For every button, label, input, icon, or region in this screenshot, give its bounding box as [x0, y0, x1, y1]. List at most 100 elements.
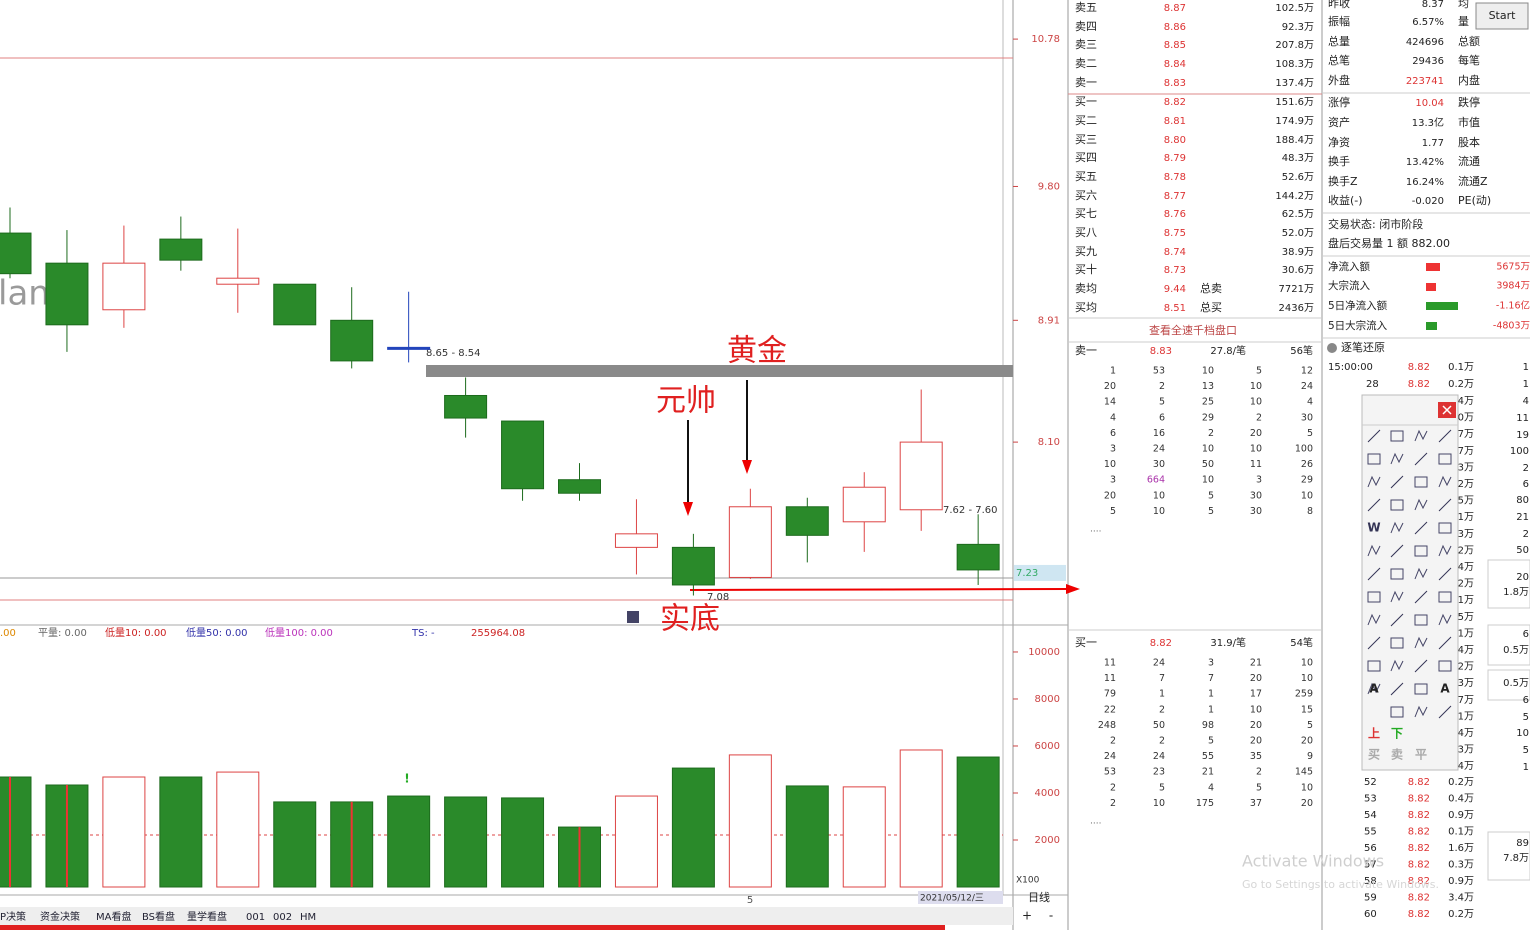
tool-icon[interactable] [1438, 498, 1452, 512]
tick-volume: 0.9万 [1448, 810, 1474, 821]
candle-body [899, 441, 943, 511]
avg-label: 卖均 [1075, 282, 1097, 295]
tool-icon[interactable] [1367, 567, 1381, 581]
tool-icon[interactable] [1390, 568, 1404, 580]
watermark: lan [0, 274, 50, 314]
tool-label[interactable]: A [1369, 682, 1379, 696]
tab[interactable]: P决策 [0, 910, 26, 923]
tool-label[interactable]: W [1367, 521, 1380, 535]
tool-icon[interactable] [1414, 545, 1428, 557]
tool-icon[interactable] [1438, 429, 1452, 443]
tool-icon[interactable] [1367, 475, 1381, 488]
queue-price: 8.83 [1150, 346, 1172, 357]
tool-icon[interactable] [1438, 453, 1452, 465]
tool-icon[interactable] [1367, 636, 1381, 650]
queue-cell: 23 [1153, 767, 1165, 778]
indicator-label: 平量: 0.00 [38, 627, 87, 639]
tool-icon[interactable] [1367, 613, 1381, 626]
tool-label[interactable]: 平 [1415, 748, 1427, 762]
tab[interactable]: 量学看盘 [187, 910, 227, 923]
tick-fragment: 1 [1523, 379, 1529, 390]
tool-icon[interactable] [1438, 567, 1452, 581]
volume-flag: ! [404, 772, 409, 786]
tool-label[interactable]: 买 [1368, 748, 1380, 762]
queue-cell: 10 [1202, 444, 1214, 455]
tool-icon[interactable] [1390, 590, 1404, 603]
tick-fragment: 1 [1523, 762, 1529, 773]
tool-icon[interactable] [1390, 659, 1404, 672]
queue-cell: 2 [1256, 767, 1262, 778]
tool-icon[interactable] [1367, 682, 1381, 695]
tool-icon[interactable] [1414, 683, 1428, 695]
tool-icon[interactable] [1438, 544, 1452, 557]
tool-icon[interactable] [1367, 498, 1381, 512]
tool-icon[interactable] [1438, 613, 1452, 626]
zoom-button[interactable]: - [1049, 909, 1053, 923]
tool-icon[interactable] [1390, 499, 1404, 511]
start-button[interactable] [1475, 2, 1529, 30]
tool-icon[interactable] [1414, 429, 1428, 442]
tool-icon[interactable] [1414, 452, 1428, 466]
tool-icon[interactable] [1390, 452, 1404, 465]
queue-cell: 10 [1250, 381, 1262, 392]
tool-icon[interactable] [1390, 637, 1404, 649]
avg-price: 9.44 [1164, 284, 1186, 295]
zoom-button[interactable]: + [1022, 909, 1032, 923]
tool-icon[interactable] [1414, 590, 1428, 604]
tick-volume: 1万 [1458, 628, 1474, 639]
tool-icon[interactable] [1438, 591, 1452, 603]
tool-icon[interactable] [1438, 522, 1452, 534]
tool-icon[interactable] [1367, 429, 1381, 443]
queue-cell: 79 [1104, 689, 1116, 700]
queue-cell: 259 [1295, 689, 1313, 700]
tool-label[interactable]: 下 [1391, 727, 1403, 741]
level-label: 买十 [1075, 262, 1097, 276]
tab[interactable]: MA看盘 [96, 910, 131, 923]
start-button-label[interactable]: Start [1489, 9, 1517, 22]
tool-icon[interactable] [1390, 430, 1404, 442]
stat-value: 424696 [1406, 37, 1444, 48]
tool-icon[interactable] [1414, 521, 1428, 535]
level-price: 8.81 [1164, 116, 1186, 127]
tool-icon[interactable] [1390, 706, 1404, 718]
tab[interactable]: HM [300, 912, 316, 923]
tool-icon[interactable] [1367, 591, 1381, 603]
tab[interactable]: 资金决策 [40, 910, 80, 923]
tool-icon[interactable] [1390, 475, 1404, 489]
after-hours: 盘后交易量 1 额 882.00 [1328, 236, 1450, 250]
indicator-label: .00 [0, 628, 16, 639]
tool-icon[interactable] [1390, 682, 1404, 696]
tool-icon[interactable] [1438, 705, 1452, 719]
tool-icon[interactable] [1414, 659, 1428, 673]
tool-icon[interactable] [1414, 476, 1428, 488]
tool-icon[interactable] [1414, 614, 1428, 626]
tool-icon[interactable] [1390, 521, 1404, 534]
indicator-label: TS: - [411, 628, 435, 639]
stat-value: 13.42% [1406, 157, 1444, 168]
tool-icon[interactable] [1414, 498, 1428, 511]
tool-icon[interactable] [1438, 636, 1452, 650]
tab[interactable]: 001 [246, 912, 265, 923]
tool-icon[interactable] [1367, 544, 1381, 557]
tool-icon[interactable] [1367, 453, 1381, 465]
level-volume: 52.0万 [1282, 228, 1314, 239]
tick-volume: 4万 [1458, 562, 1474, 573]
tool-icon[interactable] [1414, 636, 1428, 649]
tick-price: 8.82 [1408, 827, 1430, 838]
tool-icon[interactable] [1367, 660, 1381, 672]
candle-body [0, 232, 32, 275]
tab[interactable]: BS看盘 [142, 910, 175, 923]
tool-label[interactable]: 上 [1368, 726, 1380, 741]
tool-icon[interactable] [1390, 544, 1404, 558]
total-volume: 2436万 [1279, 303, 1314, 314]
tool-icon[interactable] [1414, 567, 1428, 580]
queue-cell: 50 [1202, 459, 1214, 470]
tab[interactable]: 002 [273, 912, 292, 923]
tool-icon[interactable] [1438, 660, 1452, 672]
tool-icon[interactable] [1390, 613, 1404, 627]
tool-label[interactable]: A [1440, 682, 1450, 696]
tool-icon[interactable] [1414, 705, 1428, 718]
tool-label[interactable]: 卖 [1391, 747, 1403, 762]
depth-link[interactable]: 查看全速千档盘口 [1149, 323, 1237, 337]
tool-icon[interactable] [1438, 475, 1452, 488]
